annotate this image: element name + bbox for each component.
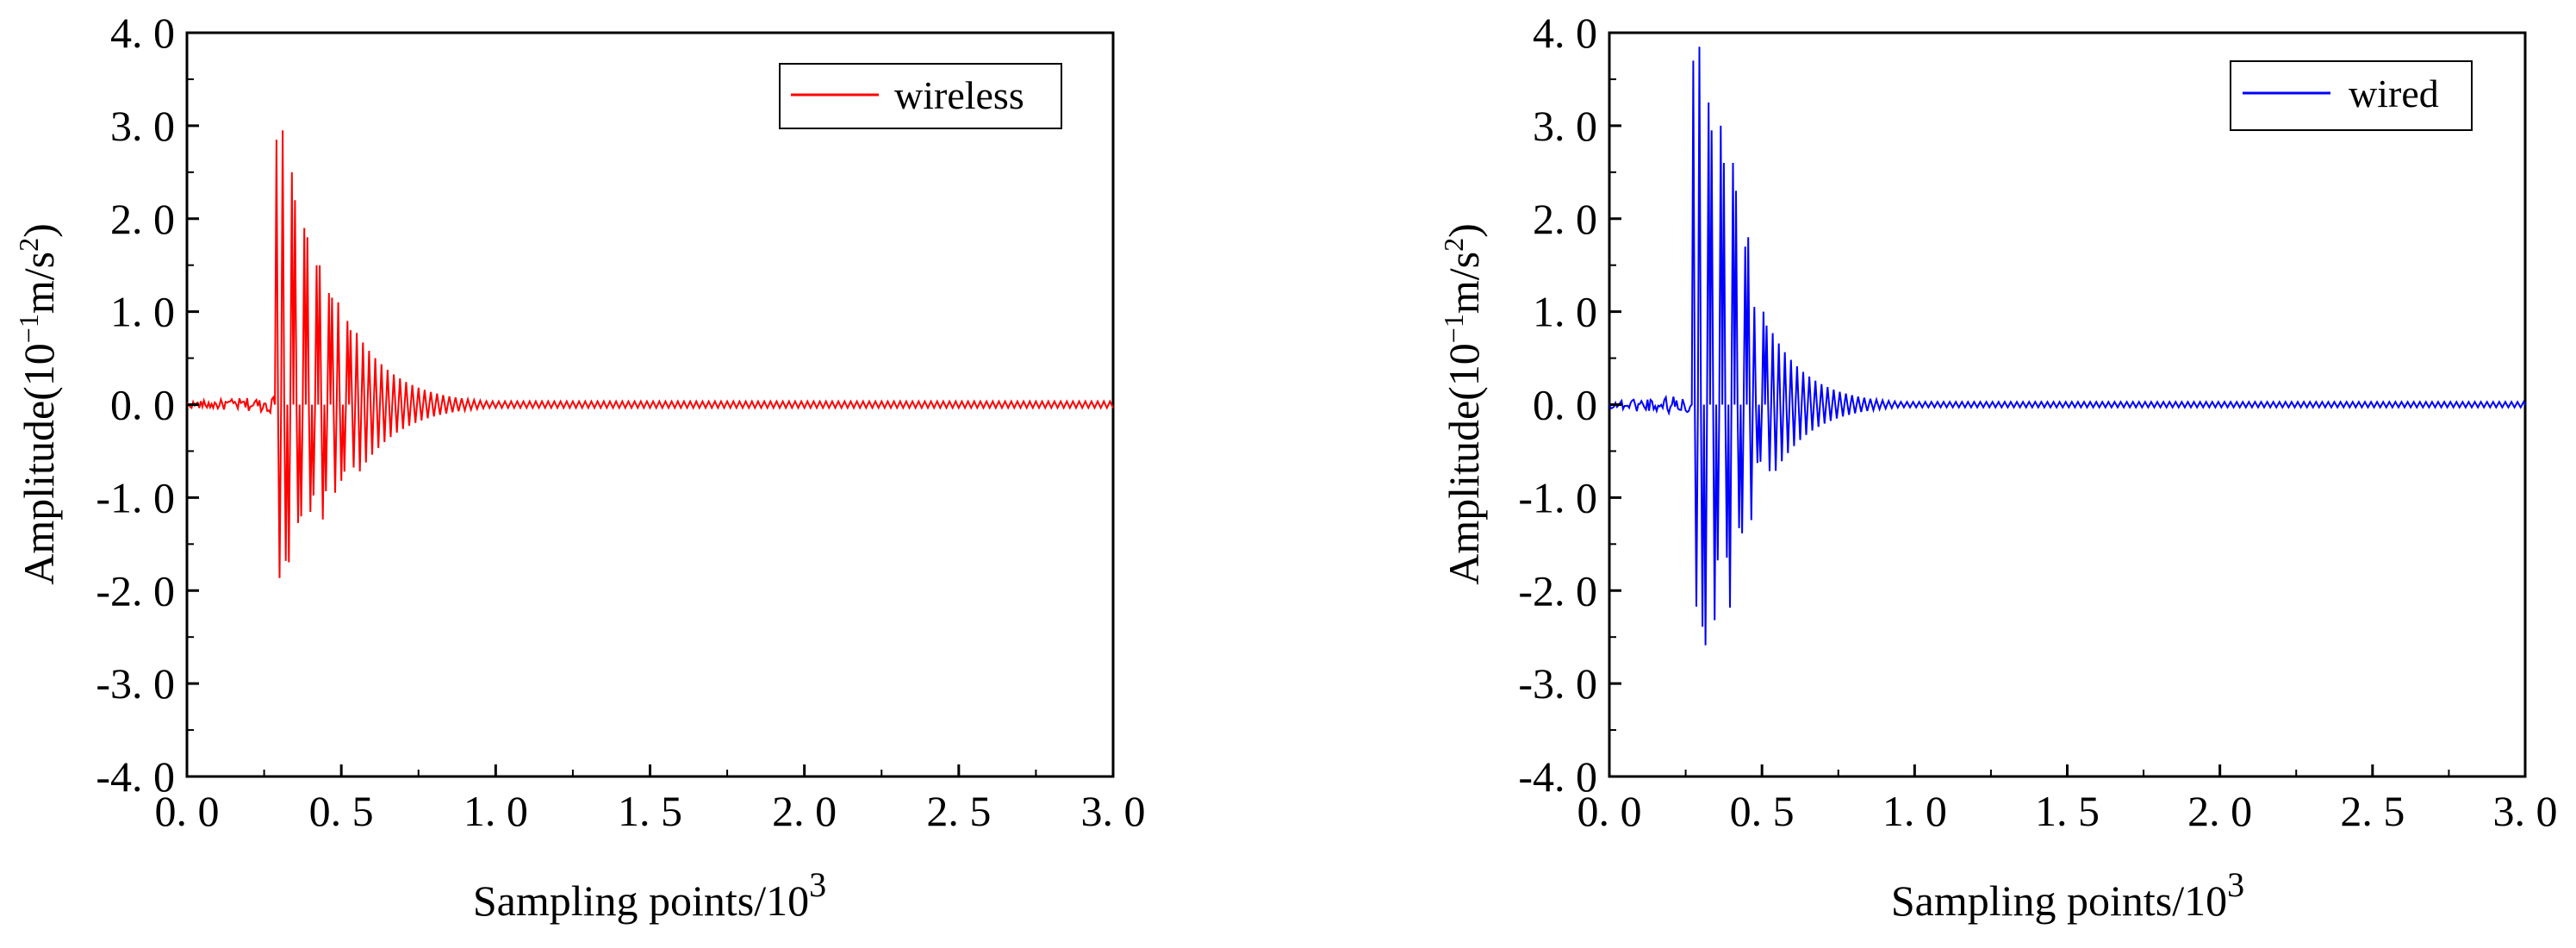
x-axis-title: Sampling points/103	[473, 865, 826, 926]
x-tick-label: 2. 0	[2187, 787, 2252, 835]
y-tick-label: 2. 0	[110, 195, 175, 243]
y-axis-title-sup: −1	[13, 314, 44, 343]
x-tick-label: 3. 0	[2493, 787, 2558, 835]
y-tick-label: 1. 0	[1533, 288, 1597, 336]
y-tick-label: -4. 0	[1518, 752, 1597, 801]
x-axis-title-sup: 3	[2227, 865, 2244, 904]
series-wireless	[186, 130, 1114, 578]
y-tick-label: -1. 0	[96, 473, 175, 521]
legend-box	[2230, 60, 2473, 131]
x-tick-label: 2. 5	[2340, 787, 2405, 835]
y-tick-label: -4. 0	[96, 752, 175, 801]
x-tick-label: 2. 0	[772, 787, 837, 835]
legend: wireless	[779, 63, 1062, 129]
x-tick-label: 1. 0	[1882, 787, 1947, 835]
y-tick-label: 0. 0	[110, 381, 175, 429]
y-tick-label: -1. 0	[1518, 473, 1597, 521]
y-axis-title-sup: −1	[1438, 314, 1469, 343]
legend-label-wired: wired	[2349, 72, 2439, 115]
y-tick-label: 0. 0	[1533, 381, 1597, 429]
x-tick-label: 2. 5	[926, 787, 991, 835]
x-tick-labels: 0. 0 0. 5 1. 0 1. 5 2. 0 2. 5 3. 0	[155, 787, 1146, 835]
y-tick-label: 3. 0	[110, 102, 175, 150]
x-tick-label: 3. 0	[1081, 787, 1146, 835]
x-tick-label: 0. 5	[309, 787, 374, 835]
panel-wired: -4. 0 -3. 0 -2. 0 -1. 0 0. 0 1. 0 2. 0 3. 0 4. 0…	[1438, 9, 2558, 925]
y-tick-label: -2. 0	[1518, 566, 1597, 614]
series-line-wireless	[186, 130, 1114, 578]
y-tick-labels: -4. 0 -3. 0 -2. 0 -1. 0 0. 0 1. 0 2. 0 3. 0 4. 0	[96, 9, 175, 801]
plot-area	[185, 31, 1115, 778]
y-axis-title: Amplitude(10−1m/s2)	[13, 223, 63, 584]
x-tick-label: 1. 5	[618, 787, 682, 835]
plot-area	[1608, 31, 2527, 778]
x-axis-title: Sampling points/103	[1891, 865, 2244, 926]
series-wired	[1608, 47, 2526, 646]
panel-wireless: -4. 0 -3. 0 -2. 0 -1. 0 0. 0 1. 0 2. 0 3. 0 4. 0…	[13, 9, 1146, 925]
x-tick-labels: 0. 0 0. 5 1. 0 1. 5 2. 0 2. 5 3. 0	[1577, 787, 2558, 835]
y-tick-label: -2. 0	[96, 566, 175, 614]
y-tick-label: 3. 0	[1533, 102, 1597, 150]
legend-label-wireless: wireless	[894, 73, 1024, 117]
tick-marks	[1608, 31, 2527, 778]
y-axis-title: Amplitude(10−1m/s2)	[1438, 223, 1488, 584]
y-tick-label: 4. 0	[110, 9, 175, 57]
y-tick-labels: -4. 0 -3. 0 -2. 0 -1. 0 0. 0 1. 0 2. 0 3. 0 4. 0	[1518, 9, 1597, 801]
y-tick-label: -3. 0	[96, 659, 175, 708]
y-tick-label: 4. 0	[1533, 9, 1597, 57]
plot-frame	[185, 31, 1115, 778]
y-tick-label: 2. 0	[1533, 195, 1597, 243]
x-tick-label: 0. 0	[1577, 787, 1642, 835]
x-tick-label: 1. 0	[464, 787, 528, 835]
y-axis-title-sup2: 2	[13, 238, 44, 252]
y-axis-title-sup2: 2	[1438, 238, 1469, 252]
y-tick-label: -3. 0	[1518, 659, 1597, 708]
x-tick-label: 0. 0	[155, 787, 220, 835]
legend: wired	[2230, 60, 2473, 131]
tick-marks	[185, 31, 1115, 778]
x-tick-label: 1. 5	[2035, 787, 2100, 835]
y-tick-label: 1. 0	[110, 288, 175, 336]
x-tick-label: 0. 5	[1730, 787, 1795, 835]
series-line-wired	[1608, 47, 2526, 646]
x-axis-title-sup: 3	[809, 865, 826, 904]
